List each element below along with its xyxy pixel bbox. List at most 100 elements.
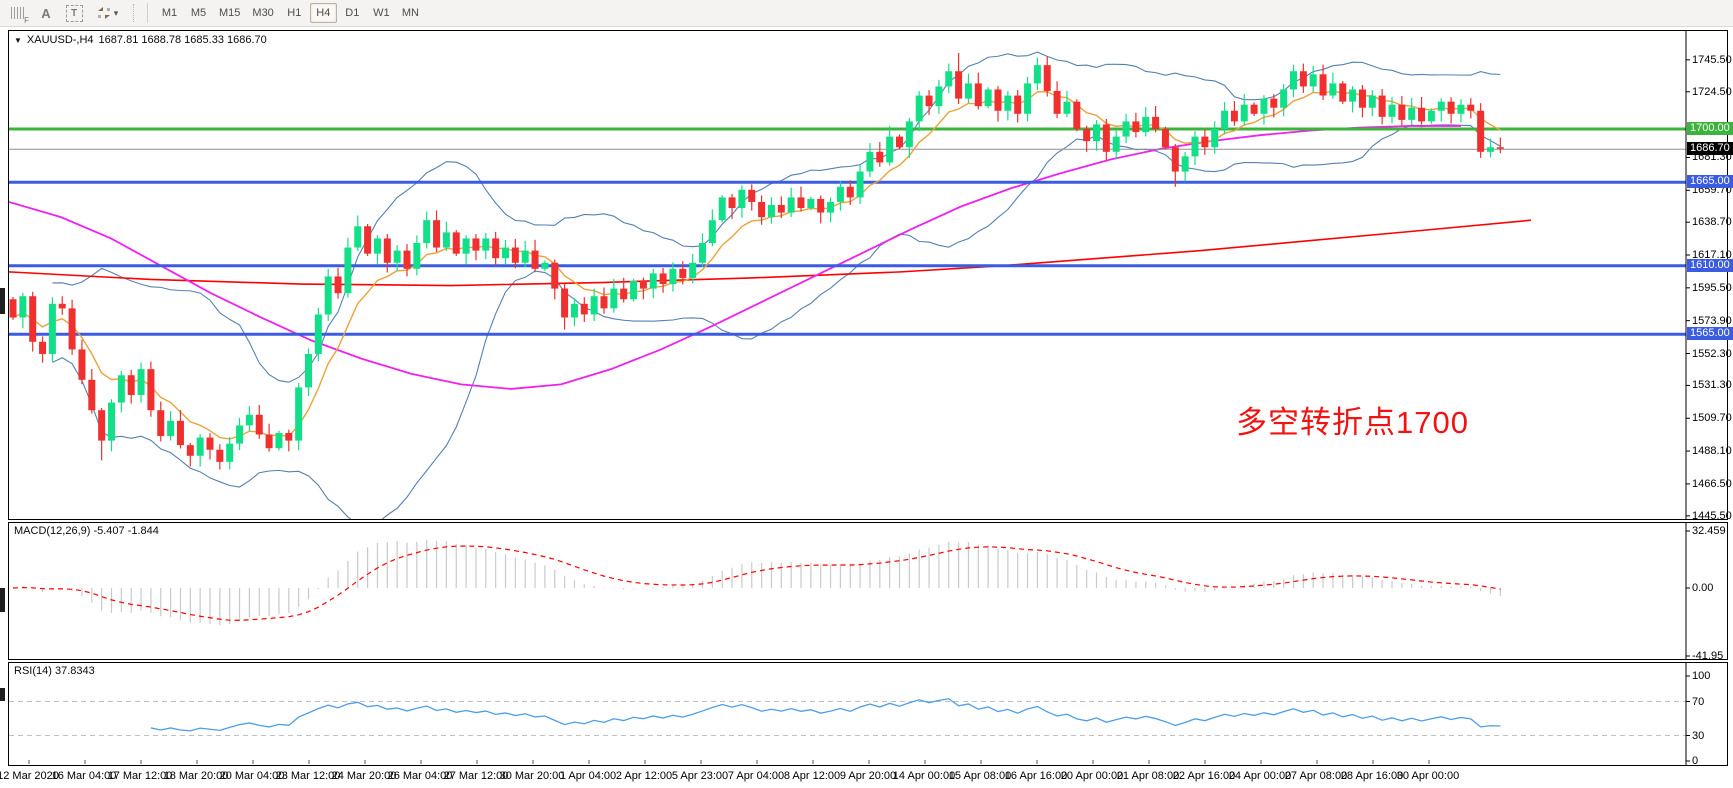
candlestick-chart[interactable] bbox=[9, 31, 1727, 519]
candle-body bbox=[1053, 91, 1061, 114]
candle-body bbox=[1339, 83, 1347, 102]
rsi-tick-label: 70 bbox=[1692, 695, 1705, 708]
candle-body bbox=[1270, 98, 1278, 108]
candle-body bbox=[511, 247, 519, 263]
price-tick-label: 1595.50 bbox=[1692, 281, 1732, 294]
candle-body bbox=[206, 437, 214, 450]
candle-body bbox=[255, 414, 263, 435]
candle-body bbox=[1014, 95, 1022, 114]
price-tick-label: 1638.70 bbox=[1692, 216, 1732, 229]
candle-body bbox=[492, 238, 500, 259]
candle-body bbox=[472, 238, 480, 251]
candle-body bbox=[679, 268, 687, 278]
timeframe-button-m5[interactable]: M5 bbox=[190, 7, 207, 19]
candle-body bbox=[1457, 104, 1465, 114]
toolbar-separator bbox=[147, 3, 148, 23]
time-axis-label: 18 Mar 20:00 bbox=[163, 770, 229, 782]
toolbar-drag-handle[interactable] bbox=[133, 4, 138, 22]
arrange-indicators-icon[interactable]: ▾ bbox=[89, 2, 125, 25]
candle-body bbox=[29, 296, 37, 342]
candle-body bbox=[620, 288, 628, 300]
time-axis-label: 26 Mar 04:00 bbox=[387, 770, 453, 782]
dropdown-caret-icon[interactable]: ▾ bbox=[113, 7, 119, 18]
candle-body bbox=[1221, 110, 1229, 129]
magenta-mid-ma-line bbox=[9, 125, 1461, 390]
symbol-dropdown-icon[interactable]: ▼ bbox=[14, 35, 22, 45]
candle-body bbox=[462, 238, 470, 254]
candle-body bbox=[196, 437, 204, 456]
candle-body bbox=[433, 220, 441, 248]
candle-body bbox=[551, 262, 559, 289]
timeframe-button-mn[interactable]: MN bbox=[401, 7, 419, 19]
candle-body bbox=[1477, 110, 1485, 152]
support-line-badge: 1565.00 bbox=[1687, 327, 1733, 341]
candle-body bbox=[1487, 147, 1494, 152]
timeframe-button-w1[interactable]: W1 bbox=[373, 7, 390, 19]
macd-label: MACD(12,26,9) -5.407 -1.844 bbox=[14, 525, 159, 537]
candle-body bbox=[541, 262, 549, 269]
candle-body bbox=[275, 433, 283, 449]
candle-body bbox=[905, 121, 913, 148]
time-axis: 12 Mar 2020 16 Mar 04:00 17 Mar 12:00 18 Ma… bbox=[0, 767, 1728, 787]
candle-body bbox=[767, 205, 775, 218]
candle-body bbox=[19, 296, 27, 318]
candle-body bbox=[659, 273, 667, 285]
candle-body bbox=[344, 247, 352, 294]
candle-body bbox=[1378, 95, 1386, 117]
candle-body bbox=[452, 232, 460, 254]
timeframe-button-m30[interactable]: M30 bbox=[252, 7, 274, 19]
candle-body bbox=[915, 95, 923, 122]
bollinger-lower-band bbox=[52, 124, 1501, 519]
candle-body bbox=[1240, 104, 1248, 122]
time-axis-label: 24 Mar 20:00 bbox=[331, 770, 397, 782]
timeframe-button-h1[interactable]: H1 bbox=[287, 7, 302, 19]
candle-body bbox=[1211, 129, 1219, 148]
candle-body bbox=[630, 281, 638, 300]
price-tick-label: 1552.30 bbox=[1692, 347, 1732, 360]
candle-body bbox=[1152, 116, 1160, 129]
candle-body bbox=[1201, 136, 1209, 148]
timeframe-button-d1[interactable]: D1 bbox=[345, 7, 360, 19]
candle-body bbox=[98, 410, 106, 441]
candle-body bbox=[364, 226, 372, 254]
time-axis-label: 16 Apr 16:00 bbox=[1004, 770, 1068, 782]
candle-body bbox=[1388, 104, 1396, 117]
candle-body bbox=[1447, 101, 1455, 114]
price-tick-label: 1445.50 bbox=[1692, 509, 1732, 522]
time-axis-label: 16 Mar 04:00 bbox=[51, 770, 117, 782]
rsi-chart[interactable] bbox=[9, 663, 1727, 765]
timeframe-button-m15[interactable]: M15 bbox=[219, 7, 241, 19]
candle-body bbox=[1093, 124, 1100, 142]
candle-body bbox=[984, 89, 992, 107]
text-label-t-icon[interactable]: T bbox=[61, 2, 87, 25]
candle-body bbox=[108, 402, 115, 441]
candle-body bbox=[58, 303, 66, 309]
timeframe-button-m1[interactable]: M1 bbox=[161, 7, 178, 19]
candle-body bbox=[1024, 83, 1032, 114]
macd-chart[interactable] bbox=[9, 523, 1727, 659]
candle-body bbox=[718, 197, 726, 221]
candle-body bbox=[600, 296, 608, 309]
candle-body bbox=[846, 186, 854, 198]
candle-body bbox=[334, 276, 342, 294]
red-slow-ma-line bbox=[9, 219, 1532, 287]
candle-body bbox=[1408, 107, 1416, 120]
candle-body bbox=[186, 445, 194, 456]
crosshair-grid-f-icon[interactable]: F bbox=[5, 2, 31, 25]
candle-body bbox=[88, 379, 96, 411]
candle-body bbox=[423, 220, 431, 243]
candle-body bbox=[1191, 136, 1199, 157]
candle-body bbox=[925, 95, 933, 107]
candle-body bbox=[1418, 107, 1426, 122]
candle-body bbox=[236, 425, 244, 444]
time-axis-label: 2 Apr 12:00 bbox=[615, 770, 673, 782]
timeframe-button-h4[interactable]: H4 bbox=[309, 3, 337, 23]
resistance-line-badge: 1700.00 bbox=[1687, 122, 1733, 135]
rsi-line bbox=[150, 698, 1501, 732]
text-a-icon[interactable]: A bbox=[41, 5, 51, 21]
time-axis-label: 5 Apr 23:00 bbox=[671, 770, 729, 782]
price-tick-label: 1617.10 bbox=[1692, 249, 1732, 261]
candle-body bbox=[1004, 95, 1012, 111]
chart-annotation: 多空转折点1700 bbox=[1236, 405, 1469, 440]
